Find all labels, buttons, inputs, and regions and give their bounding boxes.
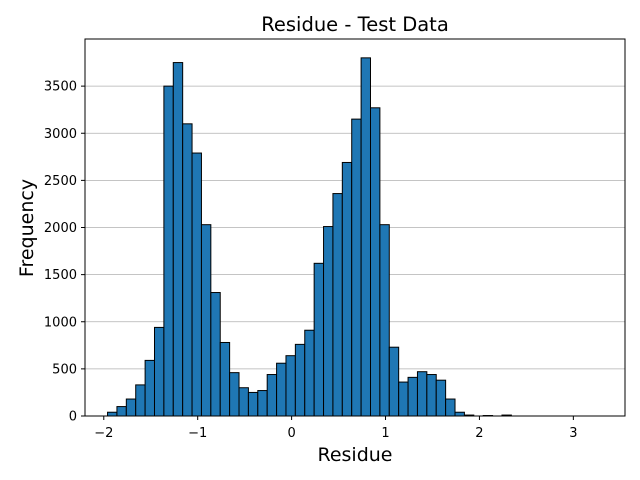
histogram-bar — [238, 387, 249, 417]
histogram-bar — [107, 411, 118, 417]
histogram-bar — [435, 379, 447, 417]
histogram-bar — [304, 329, 315, 417]
histogram-bar — [144, 359, 155, 417]
histogram-bar — [172, 62, 184, 417]
x-tick-label: 0 — [287, 426, 295, 441]
y-axis-title: Frequency — [16, 179, 38, 277]
x-tick-label: 1 — [381, 426, 389, 441]
histogram-bar — [266, 374, 278, 417]
y-tick-label: 3000 — [44, 127, 77, 142]
histogram-bar — [182, 123, 193, 417]
histogram-bar — [454, 411, 465, 417]
histogram-bar — [313, 262, 325, 417]
histogram-bar — [285, 355, 296, 417]
x-tick-label: −1 — [188, 426, 207, 441]
histogram-bar — [153, 326, 165, 417]
histogram-bars — [107, 57, 512, 417]
histogram-bar — [426, 374, 437, 417]
histogram-bar — [219, 341, 231, 417]
y-tick-label: 1500 — [44, 268, 77, 283]
histogram-bar — [276, 362, 287, 417]
y-tick-label: 2500 — [44, 174, 77, 189]
histogram-bar — [332, 193, 343, 417]
histogram-bar — [341, 161, 353, 417]
chart-title: Residue - Test Data — [261, 13, 449, 36]
histogram-bar — [210, 292, 221, 417]
histogram-bar — [163, 85, 174, 417]
histogram-bar — [125, 398, 137, 417]
histogram-bar — [369, 107, 381, 417]
histogram-bar — [294, 343, 306, 417]
histogram-bar — [388, 346, 400, 417]
histogram-bar — [416, 371, 428, 417]
y-tick-label: 2000 — [44, 221, 77, 236]
y-tick-label: 500 — [52, 362, 77, 377]
x-tick-label: 2 — [475, 426, 483, 441]
histogram-bar — [323, 226, 334, 417]
histogram-bar — [398, 381, 409, 417]
y-tick-label: 3500 — [44, 80, 77, 95]
x-axis-ticks: −2 −1 0 1 2 3 — [94, 416, 577, 441]
histogram-bar — [257, 390, 268, 417]
y-tick-label: 0 — [69, 410, 77, 425]
y-axis-ticks: 0 500 1000 1500 2000 2500 3000 3500 — [44, 80, 85, 425]
histogram-bar — [191, 152, 202, 417]
histogram-bar — [351, 118, 362, 417]
histogram-bar — [379, 224, 390, 417]
histogram-bar — [407, 376, 418, 417]
x-tick-label: 3 — [569, 426, 577, 441]
histogram-bar — [445, 398, 456, 417]
histogram-bar — [360, 57, 371, 417]
histogram-bar — [229, 372, 240, 417]
y-tick-label: 1000 — [44, 315, 77, 330]
histogram-bar — [135, 384, 146, 417]
histogram-bar — [247, 391, 259, 417]
histogram-bar — [200, 224, 212, 417]
x-tick-label: −2 — [94, 426, 113, 441]
histogram-bar — [116, 406, 127, 417]
x-axis-title: Residue — [317, 444, 392, 466]
